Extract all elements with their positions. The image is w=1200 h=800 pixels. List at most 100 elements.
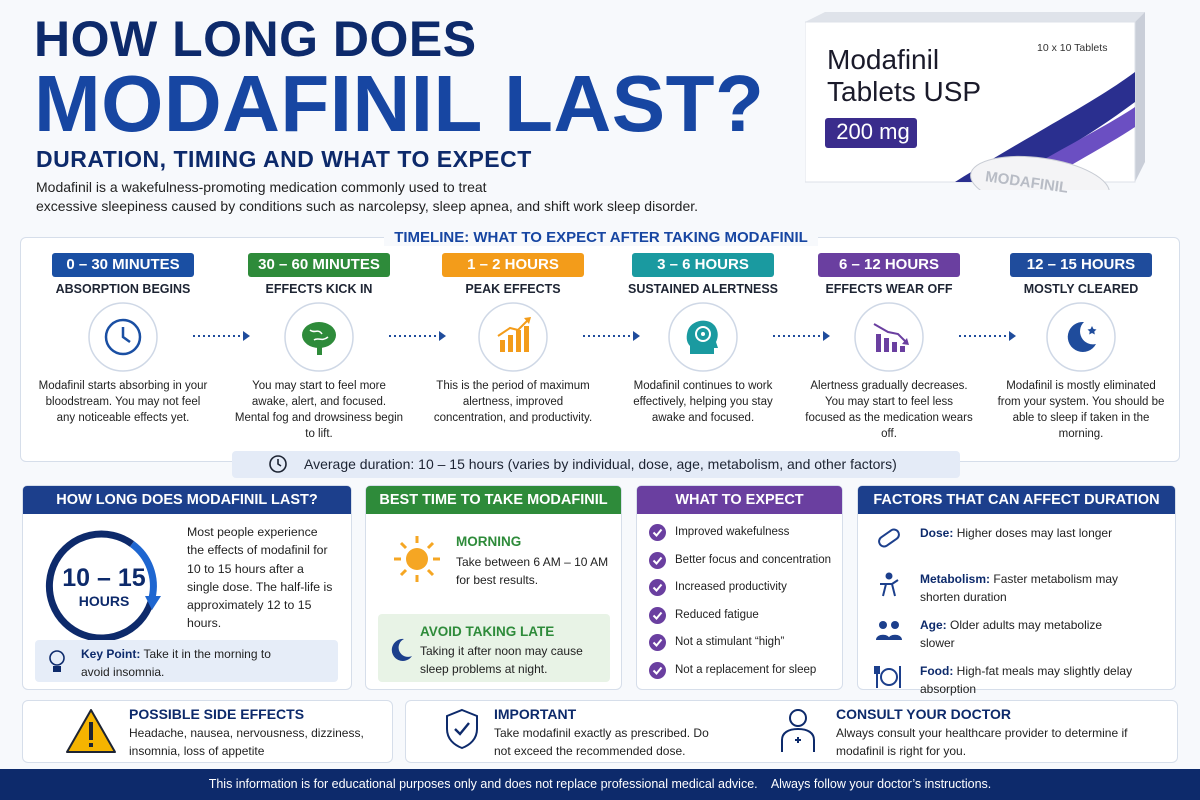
check xyxy=(649,551,666,569)
stage-icon xyxy=(477,301,549,378)
check xyxy=(649,606,666,624)
check-icon xyxy=(649,661,666,684)
check xyxy=(649,661,666,679)
check xyxy=(649,634,666,651)
product-pack: 10 x 10 Tablets xyxy=(1037,42,1108,54)
stage-icon-art xyxy=(668,302,738,372)
expect-item: Improved wakefulness xyxy=(675,526,790,538)
stage-icon-art xyxy=(854,302,924,372)
expect-item: Not a stimulant “high” xyxy=(675,636,785,648)
check-icon xyxy=(649,524,666,546)
footer: This information is for educational purp… xyxy=(0,769,1200,800)
stage-heading: MOSTLY CLEARED xyxy=(1023,282,1139,296)
arrow xyxy=(389,331,446,341)
check xyxy=(649,579,666,596)
expect-item: Not a replacement for sleep xyxy=(675,663,817,676)
factor-icon-art xyxy=(880,572,899,597)
morning-text: Take between 6 AM – 10 AM for best resul… xyxy=(456,555,609,587)
notice-text: Always consult your healthcare provider … xyxy=(836,726,1128,758)
duration-text: Most people experience the effects of mo… xyxy=(187,525,333,631)
arrow xyxy=(193,331,250,341)
stage-text: Modafinil starts absorbing in your blood… xyxy=(38,380,208,424)
timeline: TIMELINE: WHAT TO EXPECT AFTER TAKING MO… xyxy=(20,229,1180,462)
factor-icon-art xyxy=(878,528,900,548)
stage-text: Modafinil continues to work effectively,… xyxy=(633,380,773,424)
side-effects: POSSIBLE SIDE EFFECTS Headache, nausea, … xyxy=(22,700,393,763)
title-line: HOW LONG DOES xyxy=(34,11,477,67)
title-line: MODAFINIL LAST? xyxy=(34,59,765,148)
stage-icon xyxy=(1045,301,1117,378)
check-icon xyxy=(649,551,666,574)
product-strength: 200 mg xyxy=(836,119,910,144)
intro-line: excessive sleepiness caused by condition… xyxy=(36,198,699,214)
timeline-title: TIMELINE: WHAT TO EXPECT AFTER TAKING MO… xyxy=(384,229,818,246)
duration-ring xyxy=(45,530,161,641)
stage-time: 30 – 60 MINUTES xyxy=(248,253,390,277)
stage-heading: EFFECTS KICK IN xyxy=(265,282,373,296)
factor-desc: Older adults may metabolize slower xyxy=(920,618,1103,650)
stage-arrow xyxy=(193,329,251,347)
duration-big: 10 – 15 xyxy=(62,564,146,592)
stage-icon xyxy=(283,301,355,378)
average-text: Average duration: 10 – 15 hours (varies … xyxy=(304,456,897,472)
panel-header: WHAT TO EXPECT xyxy=(637,486,842,514)
stage-time: 3 – 6 HOURS xyxy=(632,253,774,277)
stage-text: This is the period of maximum alertness,… xyxy=(433,380,593,424)
panel-header: FACTORS THAT CAN AFFECT DURATION xyxy=(858,486,1175,514)
duration-panel: HOW LONG DOES MODAFINIL LAST? 10 – 15 HO… xyxy=(22,485,352,690)
intro: Modafinil is a wakefulness-promoting med… xyxy=(36,178,716,216)
factor-label: Dose: xyxy=(920,526,954,540)
factor-text: Age: Older adults may metabolize slower xyxy=(920,616,1135,652)
product-name: Modafinil Tablets USP xyxy=(827,44,981,108)
expect-item: Better focus and concentration xyxy=(675,553,831,566)
stage-arrow xyxy=(773,329,831,347)
footer-text: This information is for educational purp… xyxy=(208,777,992,791)
check-icon xyxy=(649,579,666,601)
intro-line: Modafinil is a wakefulness-promoting med… xyxy=(36,179,487,195)
stage-heading: ABSORPTION BEGINS xyxy=(55,282,191,296)
notice-title: POSSIBLE SIDE EFFECTS xyxy=(129,706,305,722)
key-text: Take it in the morning to avoid insomnia… xyxy=(81,647,271,679)
check-icon xyxy=(649,634,666,656)
factor-desc: Higher doses may last longer xyxy=(956,526,1113,540)
timeline-title-wrap: TIMELINE: WHAT TO EXPECT AFTER TAKING MO… xyxy=(21,229,1181,246)
factor-icon xyxy=(874,570,904,605)
stage-text: Alertness gradually decreases. You may s… xyxy=(805,380,973,440)
product-name-line: Tablets USP xyxy=(827,76,982,107)
stage-icon xyxy=(87,301,159,378)
factor-icon xyxy=(874,662,904,697)
factor-icon-art xyxy=(874,666,901,688)
notice-text: Take modafinil exactly as prescribed. Do… xyxy=(494,726,709,758)
bulb-icon xyxy=(49,650,65,672)
key-point-text: Key Point: Take it in the morning to avo… xyxy=(81,645,301,681)
subtitle: DURATION, TIMING AND WHAT TO EXPECT xyxy=(36,146,532,172)
arrow xyxy=(773,331,830,341)
factor-text: Metabolism: Faster metabolism may shorte… xyxy=(920,570,1135,606)
stage-text: Modafinil is mostly eliminated from your… xyxy=(997,380,1165,440)
sun-icon xyxy=(394,536,440,582)
arrow xyxy=(583,331,640,341)
factor-icon-art xyxy=(876,621,902,640)
stage-icon xyxy=(853,301,925,378)
stage-time: 0 – 30 MINUTES xyxy=(52,253,194,277)
stage-time: 6 – 12 HOURS xyxy=(818,253,960,277)
product-name-line: Modafinil xyxy=(827,44,940,75)
avoid-text: Taking it after noon may cause sleep pro… xyxy=(420,644,583,676)
avoid-title: AVOID TAKING LATE xyxy=(420,624,555,639)
stage-time: 1 – 2 HOURS xyxy=(442,253,584,277)
factor-label: Metabolism: xyxy=(920,572,991,586)
best-time-panel: BEST TIME TO TAKE MODAFINIL MORNING Take… xyxy=(365,485,622,690)
notices: IMPORTANT Take modafinil exactly as pres… xyxy=(405,700,1178,763)
factor-text: Food: High-fat meals may slightly delay … xyxy=(920,662,1135,698)
stage-arrow xyxy=(583,329,641,347)
factor-desc: High-fat meals may slightly delay absorp… xyxy=(920,664,1133,696)
notice-title: CONSULT YOUR DOCTOR xyxy=(836,706,1012,722)
factor-icon xyxy=(874,616,904,651)
stage-arrow xyxy=(959,329,1017,347)
duration-unit: HOURS xyxy=(78,593,130,609)
stage-text: You may start to feel more awake, alert,… xyxy=(234,380,404,440)
stage-heading: EFFECTS WEAR OFF xyxy=(825,282,953,296)
stage-icon-art xyxy=(478,302,548,372)
